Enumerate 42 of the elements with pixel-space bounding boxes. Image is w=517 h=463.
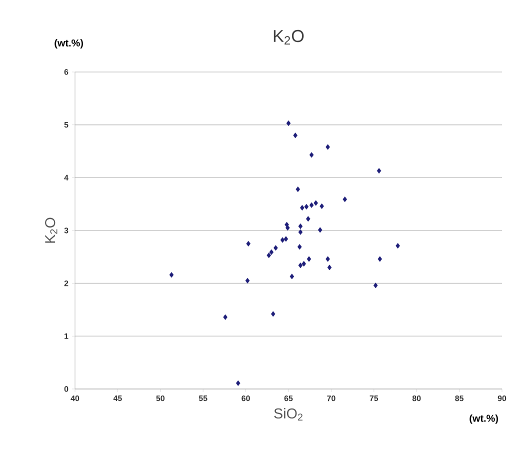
- point: [223, 314, 228, 320]
- point: [245, 278, 250, 284]
- point: [269, 249, 274, 255]
- point: [342, 196, 348, 202]
- point: [373, 282, 378, 288]
- point: [169, 272, 174, 278]
- chart-title: K$_{2}$O: [274, 30, 304, 44]
- point: [286, 225, 290, 231]
- point: [306, 256, 312, 262]
- point: [396, 243, 400, 249]
- point: [298, 223, 303, 230]
- point: [320, 203, 324, 209]
- point: [306, 216, 310, 222]
- y-axis-title: K$_{2}$O: [45, 218, 58, 243]
- point: [318, 227, 322, 233]
- point: [314, 200, 318, 206]
- point: [376, 168, 382, 174]
- point: [378, 256, 382, 262]
- text: (wt.%): [54, 39, 83, 48]
- point: [270, 311, 276, 317]
- point: [297, 244, 302, 250]
- point: [284, 236, 288, 242]
- point: [266, 252, 272, 258]
- point: [290, 274, 294, 280]
- point: [326, 144, 330, 150]
- point: [309, 152, 314, 158]
- point: [309, 202, 314, 208]
- point: [304, 204, 309, 210]
- point: [236, 380, 240, 386]
- point: [246, 240, 251, 246]
- point: [298, 262, 303, 268]
- point: [326, 256, 330, 262]
- point: [296, 186, 300, 192]
- point: [274, 245, 278, 251]
- point: [286, 120, 291, 126]
- x-axis-title: SiO$_{2}$: [274, 408, 302, 421]
- point: [298, 229, 303, 235]
- point: [302, 260, 306, 267]
- point: [327, 264, 332, 270]
- text: (wt.%): [470, 414, 498, 424]
- point: [280, 237, 285, 243]
- point: [293, 132, 298, 138]
